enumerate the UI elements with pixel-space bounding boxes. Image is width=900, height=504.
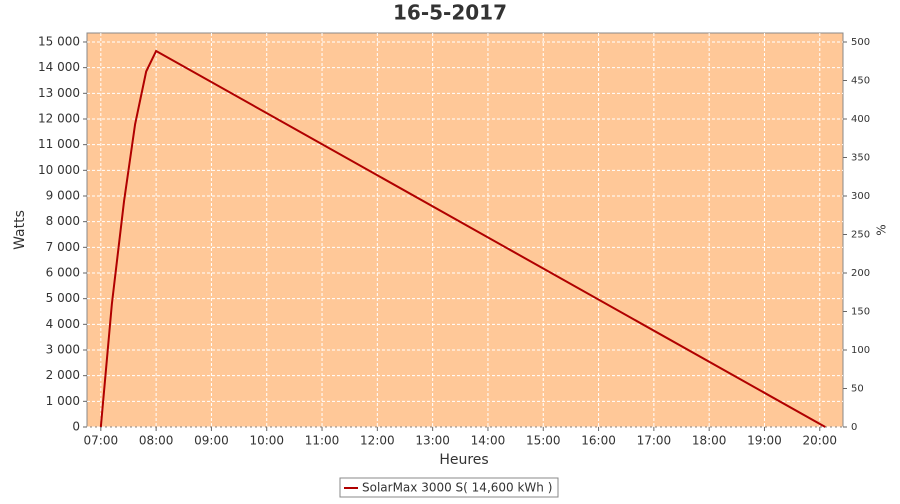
x-tick-label: 13:00	[415, 434, 450, 448]
y2-tick-label: 200	[851, 268, 870, 279]
y-axis-label: Watts	[12, 210, 28, 250]
y2-tick-label: 150	[851, 307, 870, 318]
y2-tick-label: 250	[851, 230, 870, 241]
y-tick-label: 11 000	[38, 137, 80, 151]
chart-title: 16-5-2017	[393, 1, 507, 25]
x-tick-label: 19:00	[747, 434, 782, 448]
y-tick-label: 10 000	[38, 163, 80, 177]
y2-tick-label: 300	[851, 191, 870, 202]
y-tick-label: 13 000	[38, 86, 80, 100]
y-tick-label: 9 000	[46, 188, 80, 202]
legend-label: SolarMax 3000 S( 14,600 kWh )	[362, 481, 552, 495]
y-tick-label: 15 000	[38, 34, 80, 48]
y-tick-label: 8 000	[46, 214, 80, 228]
y-tick-label: 3 000	[46, 342, 80, 356]
y-tick-label: 0	[72, 420, 80, 434]
x-tick-label: 16:00	[581, 434, 616, 448]
plot-area	[86, 32, 844, 428]
y2-tick-label: 400	[851, 114, 870, 125]
y-tick-label: 7 000	[46, 240, 80, 254]
y2-axis-label: %	[875, 224, 889, 235]
x-tick-label: 10:00	[249, 434, 284, 448]
x-tick-label: 09:00	[194, 434, 229, 448]
x-tick-label: 15:00	[526, 434, 561, 448]
y-tick-label: 1 000	[46, 394, 80, 408]
y-tick-label: 2 000	[46, 368, 80, 382]
x-tick-label: 07:00	[84, 434, 119, 448]
x-tick-label: 12:00	[360, 434, 395, 448]
data-line	[99, 49, 826, 428]
y-tick-label: 14 000	[38, 60, 80, 74]
x-axis-label: Heures	[439, 452, 488, 468]
x-tick-label: 11:00	[305, 434, 340, 448]
y2-tick-label: 100	[851, 345, 870, 356]
x-tick-label: 14:00	[471, 434, 506, 448]
y-tick-label: 5 000	[46, 291, 80, 305]
x-tick-label: 17:00	[637, 434, 672, 448]
y2-tick-label: 350	[851, 153, 870, 164]
y2-tick-label: 50	[851, 384, 864, 395]
x-tick-label: 08:00	[139, 434, 174, 448]
y2-tick-label: 500	[851, 37, 870, 48]
x-tick-label: 18:00	[692, 434, 727, 448]
y2-tick-label: 450	[851, 76, 870, 87]
y-tick-label: 12 000	[38, 111, 80, 125]
legend-box	[339, 477, 559, 498]
y-tick-label: 4 000	[46, 317, 80, 331]
y-tick-label: 6 000	[46, 265, 80, 279]
y2-tick-label: 0	[851, 422, 857, 433]
x-tick-label: 20:00	[802, 434, 837, 448]
